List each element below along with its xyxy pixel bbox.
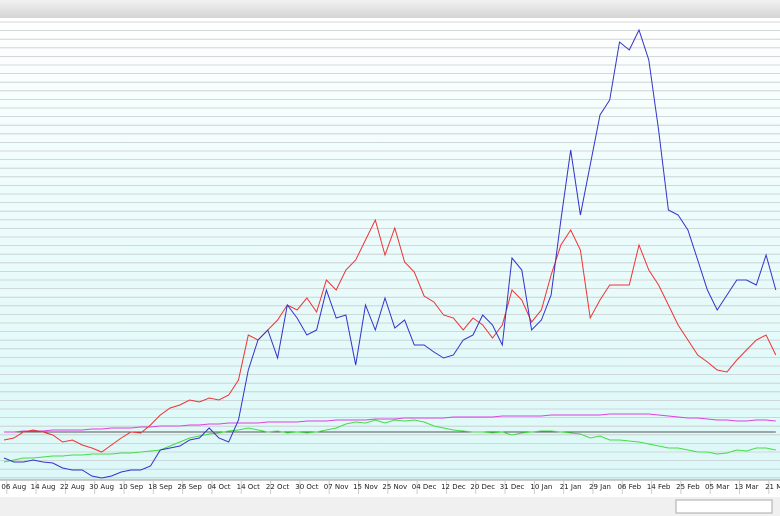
- x-tick-label: 14 Oct: [237, 483, 260, 491]
- scrollbar-track[interactable]: [0, 497, 780, 516]
- x-tick-label: 30 Aug: [89, 483, 114, 491]
- x-tick-label: 21 Jan: [560, 483, 582, 491]
- x-tick-label: 04 Oct: [207, 483, 230, 491]
- header-bar: [0, 0, 780, 18]
- x-tick-label: 21 Ma: [765, 483, 780, 491]
- plot-area: [0, 18, 780, 480]
- x-tick-label: 06 Aug: [1, 483, 26, 491]
- scrollbar-thumb[interactable]: [675, 499, 773, 514]
- x-labels: 06 Aug 14 Aug 22 Aug 30 Aug 10 Sep 18 Sep 26 S…: [1, 480, 780, 494]
- lines: [3, 28, 777, 479]
- x-tick-label: 20 Dec: [470, 483, 495, 491]
- x-tick-label: 25 Feb: [676, 483, 700, 491]
- x-tick-label: 15 Nov: [353, 483, 378, 491]
- x-tick-label: 13 Mar: [734, 483, 758, 491]
- x-tick-label: 18 Sep: [148, 483, 173, 491]
- series-line: [3, 28, 777, 479]
- x-tick-label: 25 Nov: [382, 483, 407, 491]
- x-tick-label: 29 Jan: [589, 483, 611, 491]
- series-line: [3, 419, 776, 463]
- x-tick-label: 14 Feb: [647, 483, 671, 491]
- x-tick-label: 22 Aug: [60, 483, 85, 491]
- x-tick-label: 30 Oct: [295, 483, 318, 491]
- x-tick-label: 05 Mar: [705, 483, 729, 491]
- x-tick-label: 22 Oct: [266, 483, 289, 491]
- grid: [0, 21, 780, 479]
- x-tick-label: 07 Nov: [324, 483, 349, 491]
- x-tick-label: 12 Dec: [441, 483, 466, 491]
- x-tick-label: 14 Aug: [31, 483, 56, 491]
- x-tick-label: 10 Sep: [119, 483, 144, 491]
- series-line: [3, 218, 777, 453]
- x-tick-label: 10 Jan: [530, 483, 552, 491]
- x-tick-label: 06 Feb: [618, 483, 642, 491]
- x-tick-label: 26 Sep: [177, 483, 202, 491]
- series-line: [4, 413, 776, 433]
- x-tick-label: 04 Dec: [412, 483, 437, 491]
- x-tick-label: 31 Dec: [500, 483, 525, 491]
